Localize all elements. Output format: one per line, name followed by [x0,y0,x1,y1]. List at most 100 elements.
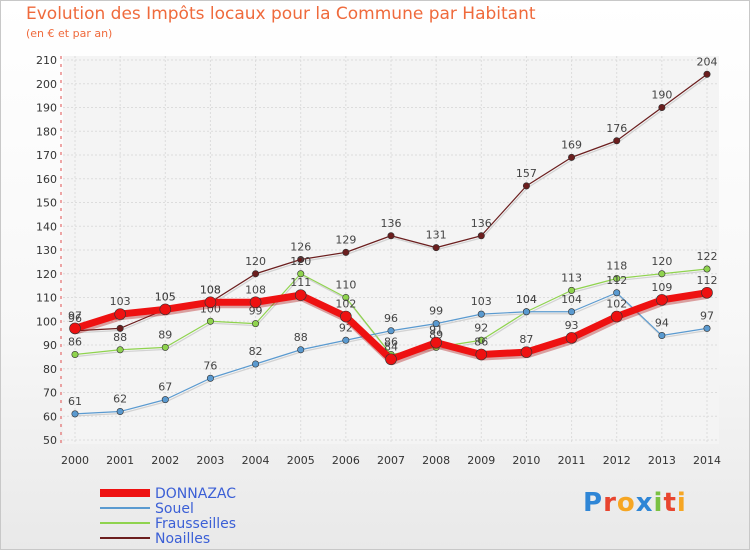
x-tick-label: 2014 [693,454,721,467]
data-label: 118 [606,260,627,273]
y-tick-label: 190 [36,102,57,115]
data-point [610,310,623,323]
data-label: 136 [471,217,492,230]
data-label: 120 [245,255,266,268]
data-point [522,308,530,316]
data-label: 86 [68,336,82,349]
x-tick-label: 2010 [512,454,540,467]
data-point [206,374,214,382]
y-tick-label: 100 [36,315,57,328]
data-point [116,324,124,332]
legend-label: Noailles [155,531,210,547]
data-point [387,327,395,335]
data-point [297,255,305,263]
data-point [342,248,350,256]
data-point [475,348,488,361]
y-tick-label: 150 [36,197,57,210]
data-point [703,265,711,273]
data-point [703,324,711,332]
x-tick-label: 2002 [151,454,179,467]
data-label: 87 [519,333,533,346]
y-tick-label: 70 [43,387,57,400]
y-tick-label: 180 [36,125,57,138]
data-point [204,296,217,309]
data-label: 169 [561,138,582,151]
x-tick-label: 2000 [61,454,89,467]
data-point [477,336,485,344]
data-label: 82 [249,345,263,358]
y-tick-label: 60 [43,410,57,423]
data-label: 86 [384,336,398,349]
data-label: 99 [429,305,443,318]
data-label: 105 [155,290,176,303]
data-point [342,336,350,344]
x-tick-label: 2011 [558,454,586,467]
data-label: 76 [203,359,217,372]
data-point [161,343,169,351]
data-point [206,317,214,325]
y-tick-label: 200 [36,78,57,91]
data-label: 157 [516,167,537,180]
data-label: 61 [68,395,82,408]
data-point [116,346,124,354]
data-label: 102 [335,298,356,311]
y-tick-label: 50 [43,434,57,447]
x-tick-label: 2001 [106,454,134,467]
data-label: 126 [290,241,311,254]
data-label: 111 [290,276,311,289]
data-label: 120 [651,255,672,268]
x-tick-label: 2009 [467,454,495,467]
data-label: 104 [561,293,582,306]
y-tick-label: 170 [36,149,57,162]
data-point [252,320,260,328]
y-tick-label: 140 [36,220,57,233]
data-label: 91 [429,324,443,337]
data-point [568,286,576,294]
data-point [297,346,305,354]
data-label: 94 [655,317,669,330]
y-tick-label: 130 [36,244,57,257]
data-label: 108 [200,283,221,296]
data-point [161,396,169,404]
data-label: 97 [700,309,714,322]
data-label: 110 [335,279,356,292]
data-label: 89 [158,328,172,341]
data-point [520,346,533,358]
y-tick-label: 110 [36,292,57,305]
data-point [658,104,666,112]
data-point [565,332,578,344]
data-label: 62 [113,393,127,406]
data-label: 112 [697,274,718,287]
data-point [252,360,260,368]
y-tick-label: 210 [36,54,57,67]
data-label: 93 [565,319,579,332]
data-point [658,270,666,278]
data-label: 99 [249,305,263,318]
data-label: 86 [474,336,488,349]
data-point [613,289,621,297]
data-label: 136 [381,217,402,230]
data-point [342,293,350,301]
data-point [613,274,621,282]
data-point [432,320,440,328]
data-point [522,182,530,190]
y-tick-label: 120 [36,268,57,281]
data-point [568,308,576,316]
data-label: 108 [245,283,266,296]
data-label: 109 [651,281,672,294]
chart-title: Evolution des Impôts locaux pour la Comm… [26,4,536,24]
data-point [69,322,81,335]
data-point [701,286,713,299]
data-point [159,303,172,316]
data-label: 105 [155,290,176,303]
data-point [297,270,305,278]
data-label: 112 [606,274,627,287]
data-point [656,294,668,306]
data-point [71,410,79,418]
data-label: 102 [606,298,627,311]
y-tick-label: 160 [36,173,57,186]
data-point [249,296,262,309]
data-point [252,270,260,278]
data-label: 88 [294,331,308,344]
chart-subtitle: (en € et par an) [26,27,113,40]
